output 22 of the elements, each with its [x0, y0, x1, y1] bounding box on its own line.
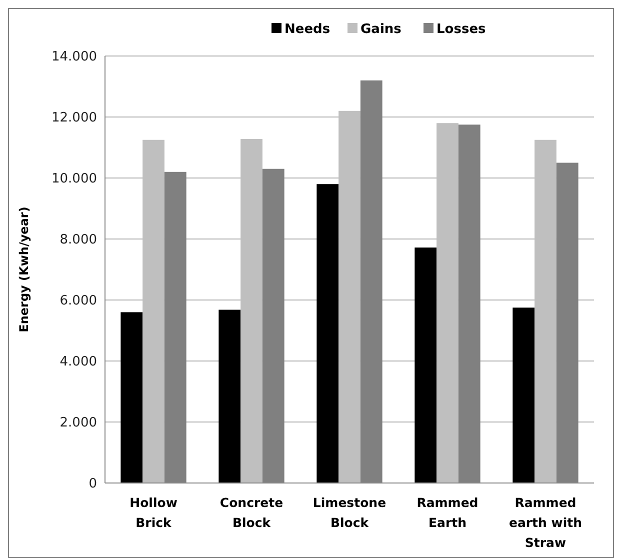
- x-tick-label: Limestone Block: [312, 495, 386, 530]
- x-tick-label: Rammed Earth: [416, 495, 478, 530]
- y-tick-label: 12.000: [52, 110, 97, 126]
- y-tick-label: 2.000: [60, 416, 97, 431]
- legend-label: Needs: [284, 22, 330, 37]
- y-tick-label: 4.000: [60, 354, 97, 370]
- bar: [316, 184, 339, 483]
- bar: [218, 310, 241, 483]
- y-tick-label: 14.000: [52, 50, 97, 65]
- y-axis-title: Energy (Kwh/year): [17, 206, 31, 332]
- bar: [414, 248, 437, 483]
- y-tick-label: 0: [88, 476, 97, 492]
- legend-label: Losses: [436, 22, 486, 37]
- y-tick-label: 8.000: [60, 232, 97, 248]
- y-tick-label: 6.000: [60, 294, 97, 309]
- y-tick-label: 10.000: [52, 172, 97, 187]
- x-tick-label: Hollow Brick: [130, 495, 178, 530]
- x-tick-label: Concrete Block: [220, 495, 284, 530]
- bar: [512, 308, 535, 483]
- x-tick-label: Rammed earth with Straw: [508, 495, 582, 550]
- bar: [120, 312, 143, 483]
- legend-label: Gains: [360, 22, 402, 37]
